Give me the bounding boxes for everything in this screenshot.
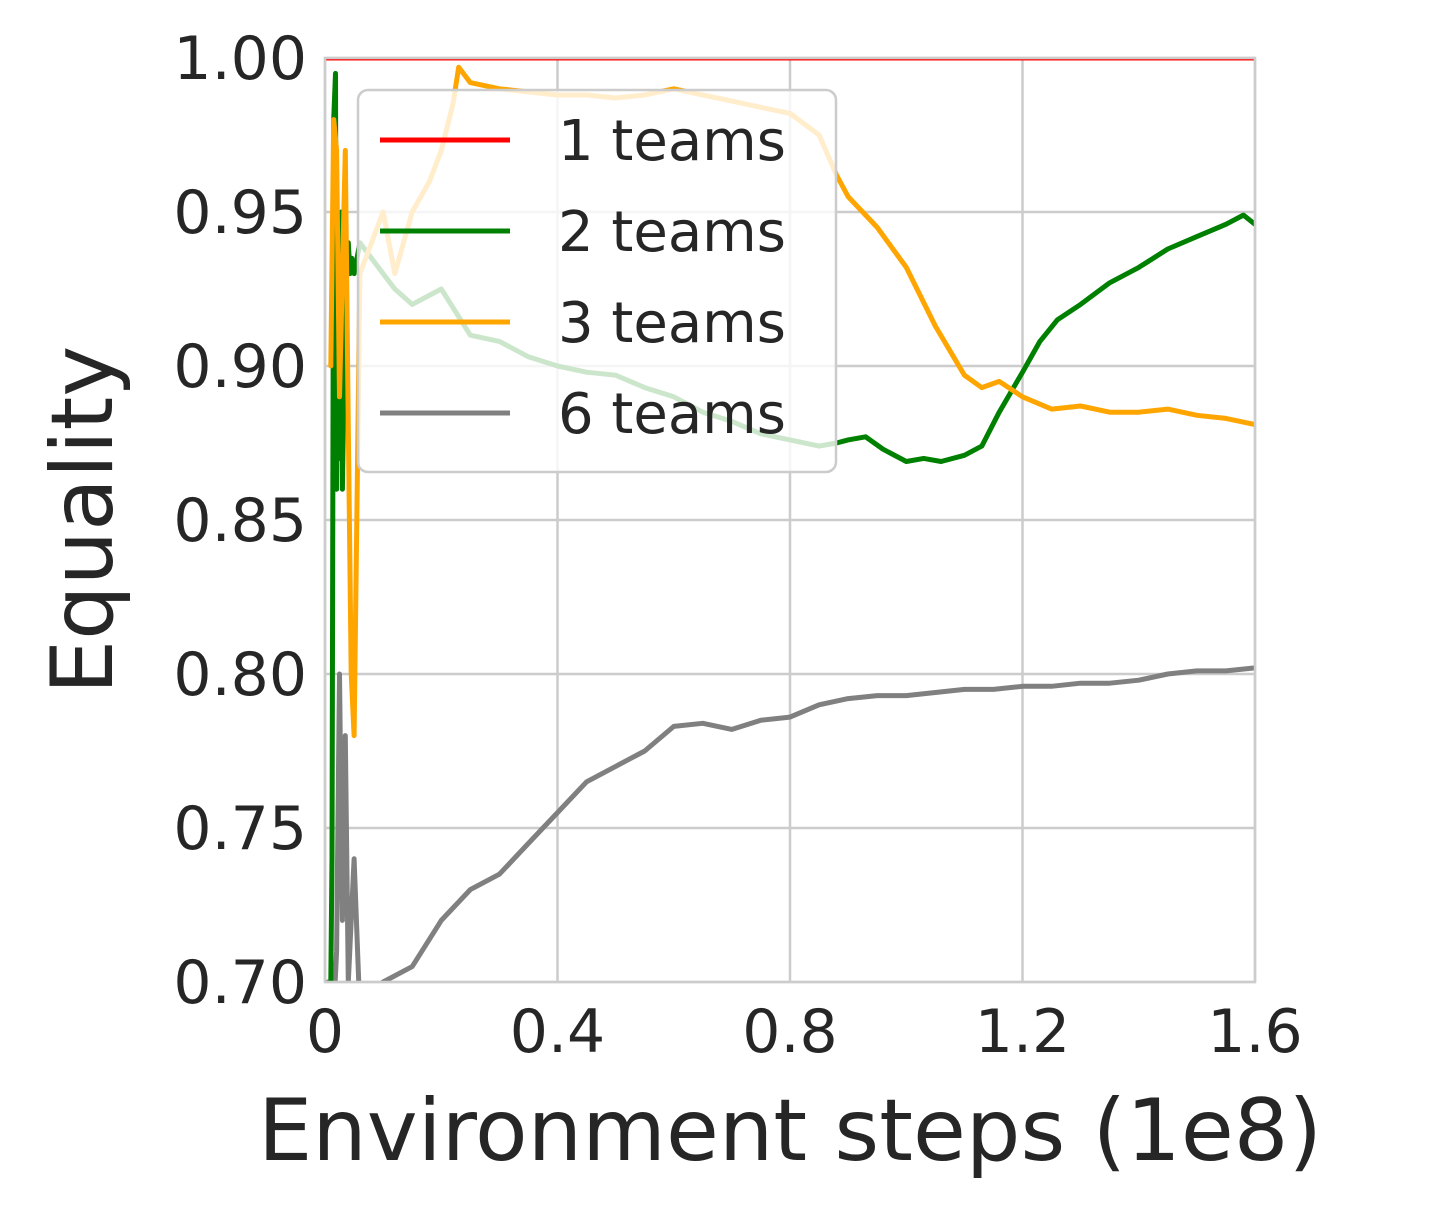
legend-label: 6 teams (558, 382, 786, 447)
y-tick-label: 0.75 (173, 794, 307, 864)
legend: 1 teams 2 teams 3 teams 6 teams (356, 88, 838, 474)
x-tick-label: 1.6 (1207, 997, 1302, 1067)
legend-label: 3 teams (558, 291, 786, 356)
y-tick-label: 0.70 (173, 948, 307, 1018)
y-tick-label: 0.90 (173, 332, 307, 402)
y-axis-title: Equality (33, 346, 133, 695)
y-tick-label: 0.95 (173, 178, 307, 248)
legend-box (356, 88, 838, 474)
y-tick-label: 0.80 (173, 640, 307, 710)
y-tick-label: 1.00 (173, 24, 307, 94)
x-tick-label: 1.2 (975, 997, 1070, 1067)
x-tick-label: 0 (306, 997, 344, 1067)
x-axis-title: Environment steps (1e8) (258, 1081, 1322, 1181)
plot-frame (323, 56, 1257, 984)
x-tick-labels: 0 0.4 0.8 1.2 1.6 (306, 997, 1303, 1067)
x-tick-label: 0.4 (510, 997, 605, 1067)
y-tick-label: 0.85 (173, 486, 307, 556)
series-line-6-teams (325, 665, 1255, 982)
legend-label: 1 teams (558, 109, 786, 174)
legend-label: 2 teams (558, 200, 786, 265)
x-tick-label: 0.8 (742, 997, 837, 1067)
y-tick-labels: 0.70 0.75 0.80 0.85 0.90 0.95 1.00 (173, 24, 307, 1018)
